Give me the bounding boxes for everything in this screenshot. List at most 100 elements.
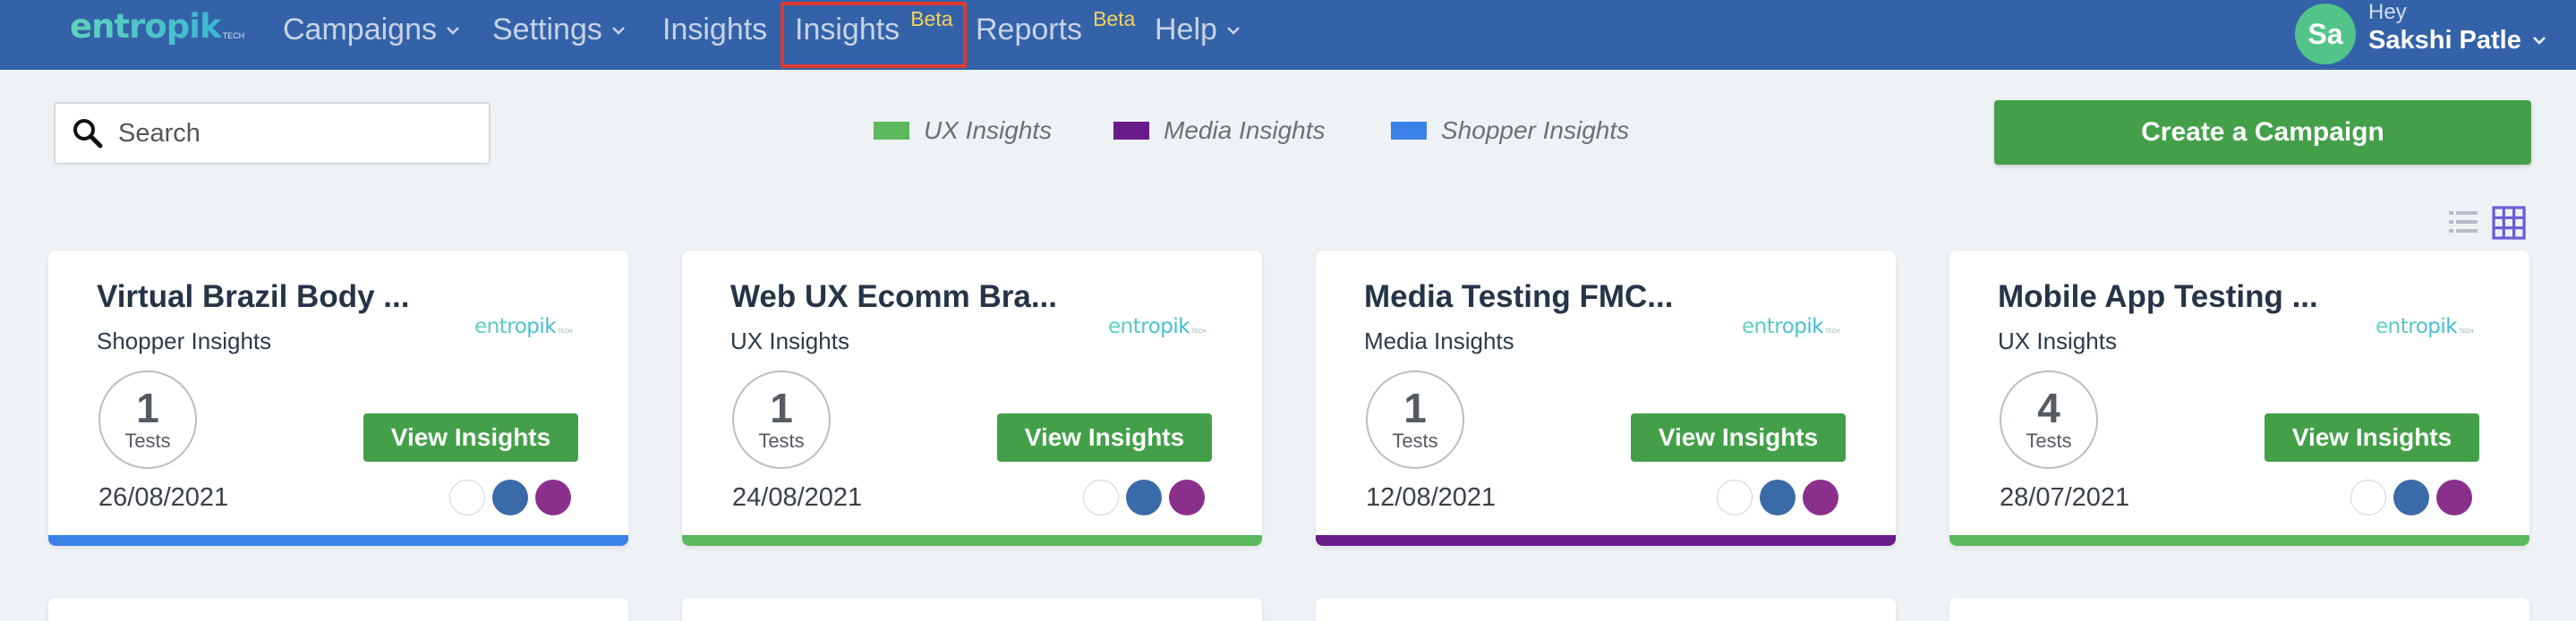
- user-avatar[interactable]: Sa: [2295, 4, 2356, 64]
- chevron-down-icon: [447, 26, 459, 35]
- card-logo-wordmark: entropik: [474, 315, 557, 338]
- insight-dot-purple: [1169, 480, 1205, 515]
- campaign-card-partial[interactable]: [682, 598, 1262, 621]
- card-logo: entropik TECH: [1742, 315, 1839, 338]
- insight-dot-empty: [1083, 480, 1119, 515]
- tests-label: Tests: [124, 430, 171, 452]
- view-insights-button[interactable]: View Insights: [997, 413, 1212, 462]
- insight-dot-blue: [1126, 480, 1162, 515]
- card-title[interactable]: Media Testing FMC...: [1364, 279, 1674, 314]
- tests-count: 4: [2037, 385, 2060, 431]
- card-type-bar: [682, 535, 1262, 546]
- view-insights-button[interactable]: View Insights: [2265, 413, 2479, 462]
- insight-dot-blue: [2393, 480, 2429, 515]
- search-icon: [73, 119, 103, 149]
- tests-count: 1: [770, 385, 793, 431]
- insight-dot-purple: [535, 480, 571, 515]
- card-type-bar: [1316, 535, 1896, 546]
- campaign-card-partial[interactable]: [48, 598, 628, 621]
- view-insights-button[interactable]: View Insights: [1631, 413, 1846, 462]
- logo-wordmark: entropik: [70, 7, 222, 46]
- card-logo: entropik TECH: [474, 315, 572, 338]
- nav-highlight-box: [780, 2, 967, 68]
- campaign-card[interactable]: Virtual Brazil Body ... Shopper Insights…: [48, 251, 628, 546]
- tests-label: Tests: [2026, 430, 2072, 452]
- card-logo-wordmark: entropik: [1108, 315, 1190, 338]
- nav-settings[interactable]: Settings: [492, 13, 626, 47]
- campaign-card-partial[interactable]: [1949, 598, 2529, 621]
- insight-dot-blue: [1760, 480, 1796, 515]
- legend-swatch-media: [1113, 122, 1149, 140]
- campaign-card[interactable]: Mobile App Testing ... UX Insights entro…: [1949, 251, 2529, 546]
- nav-help[interactable]: Help: [1155, 13, 1241, 47]
- nav-reports-beta[interactable]: Reports Beta: [976, 7, 1135, 47]
- tests-count-badge: 1 Tests: [98, 370, 197, 469]
- create-campaign-button[interactable]: Create a Campaign: [1994, 100, 2531, 165]
- card-date: 24/08/2021: [732, 483, 863, 512]
- user-menu[interactable]: Hey Sakshi Patle: [2368, 0, 2546, 55]
- top-nav-bar: entropik TECH Campaigns Settings Insight…: [0, 0, 2576, 70]
- card-logo-tech: TECH: [2459, 329, 2474, 335]
- tests-count-badge: 1 Tests: [732, 370, 831, 469]
- legend-media-insights: Media Insights: [1113, 116, 1326, 145]
- card-logo-tech: TECH: [558, 329, 573, 335]
- user-name-row[interactable]: Sakshi Patle: [2368, 25, 2546, 55]
- beta-badge: Beta: [910, 7, 953, 30]
- insight-type-dots: [2350, 480, 2472, 515]
- card-date: 12/08/2021: [1366, 483, 1497, 512]
- campaign-card[interactable]: Web UX Ecomm Bra... UX Insights entropik…: [682, 251, 1262, 546]
- card-logo-wordmark: entropik: [2376, 315, 2458, 338]
- nav-campaigns[interactable]: Campaigns: [283, 13, 460, 47]
- tests-count-badge: 4 Tests: [2000, 370, 2098, 469]
- legend-swatch-ux: [874, 122, 909, 140]
- card-title[interactable]: Mobile App Testing ...: [1998, 279, 2318, 314]
- card-title[interactable]: Web UX Ecomm Bra...: [730, 279, 1058, 314]
- user-greeting: Hey: [2368, 0, 2407, 24]
- legend-shopper-insights: Shopper Insights: [1391, 116, 1629, 145]
- list-view-icon[interactable]: [2447, 206, 2479, 238]
- insight-type-dots: [1083, 480, 1205, 515]
- search-input[interactable]: [118, 118, 458, 149]
- insight-dot-empty: [2350, 480, 2386, 515]
- card-title[interactable]: Virtual Brazil Body ...: [97, 279, 410, 314]
- card-date: 26/08/2021: [98, 483, 229, 512]
- card-logo: entropik TECH: [2376, 315, 2473, 338]
- insight-dot-purple: [2436, 480, 2472, 515]
- view-insights-button[interactable]: View Insights: [363, 413, 578, 462]
- user-name: Sakshi Patle: [2368, 26, 2521, 55]
- card-logo-tech: TECH: [1825, 329, 1840, 335]
- nav-insights[interactable]: Insights: [662, 13, 767, 47]
- legend-label-ux: UX Insights: [924, 116, 1053, 144]
- campaign-card[interactable]: Media Testing FMC... Media Insights entr…: [1316, 251, 1896, 546]
- entropik-logo[interactable]: entropik TECH: [70, 7, 244, 46]
- nav-insights-label: Insights: [662, 13, 768, 47]
- insight-dot-purple: [1803, 480, 1838, 515]
- card-type-bar: [48, 535, 628, 546]
- tests-count: 1: [1403, 385, 1427, 431]
- insight-dot-empty: [1717, 480, 1753, 515]
- tests-label: Tests: [1392, 430, 1438, 452]
- logo-tech-label: TECH: [222, 31, 245, 40]
- campaign-card-partial[interactable]: [1316, 598, 1896, 621]
- card-type: UX Insights: [730, 328, 849, 354]
- insight-dot-blue: [492, 480, 528, 515]
- nav-insights-beta-label: Insights: [795, 13, 900, 47]
- search-box[interactable]: [54, 102, 490, 165]
- chevron-down-icon: [1227, 26, 1240, 35]
- grid-view-icon[interactable]: [2492, 206, 2526, 240]
- card-type: UX Insights: [1998, 328, 2117, 354]
- card-date: 28/07/2021: [2000, 483, 2130, 512]
- tests-count: 1: [136, 385, 159, 431]
- nav-settings-label: Settings: [492, 13, 602, 47]
- legend-swatch-shopper: [1391, 122, 1427, 140]
- chevron-down-icon: [2533, 37, 2546, 45]
- nav-insights-beta[interactable]: Insights Beta: [795, 7, 953, 47]
- tests-label: Tests: [758, 430, 805, 452]
- chevron-down-icon: [612, 26, 625, 35]
- card-type: Media Insights: [1364, 328, 1514, 354]
- nav-help-label: Help: [1155, 13, 1217, 47]
- legend-ux-insights: UX Insights: [874, 116, 1052, 145]
- legend-label-media: Media Insights: [1164, 116, 1326, 144]
- nav-reports-label: Reports: [976, 13, 1083, 47]
- card-type-bar: [1949, 535, 2529, 546]
